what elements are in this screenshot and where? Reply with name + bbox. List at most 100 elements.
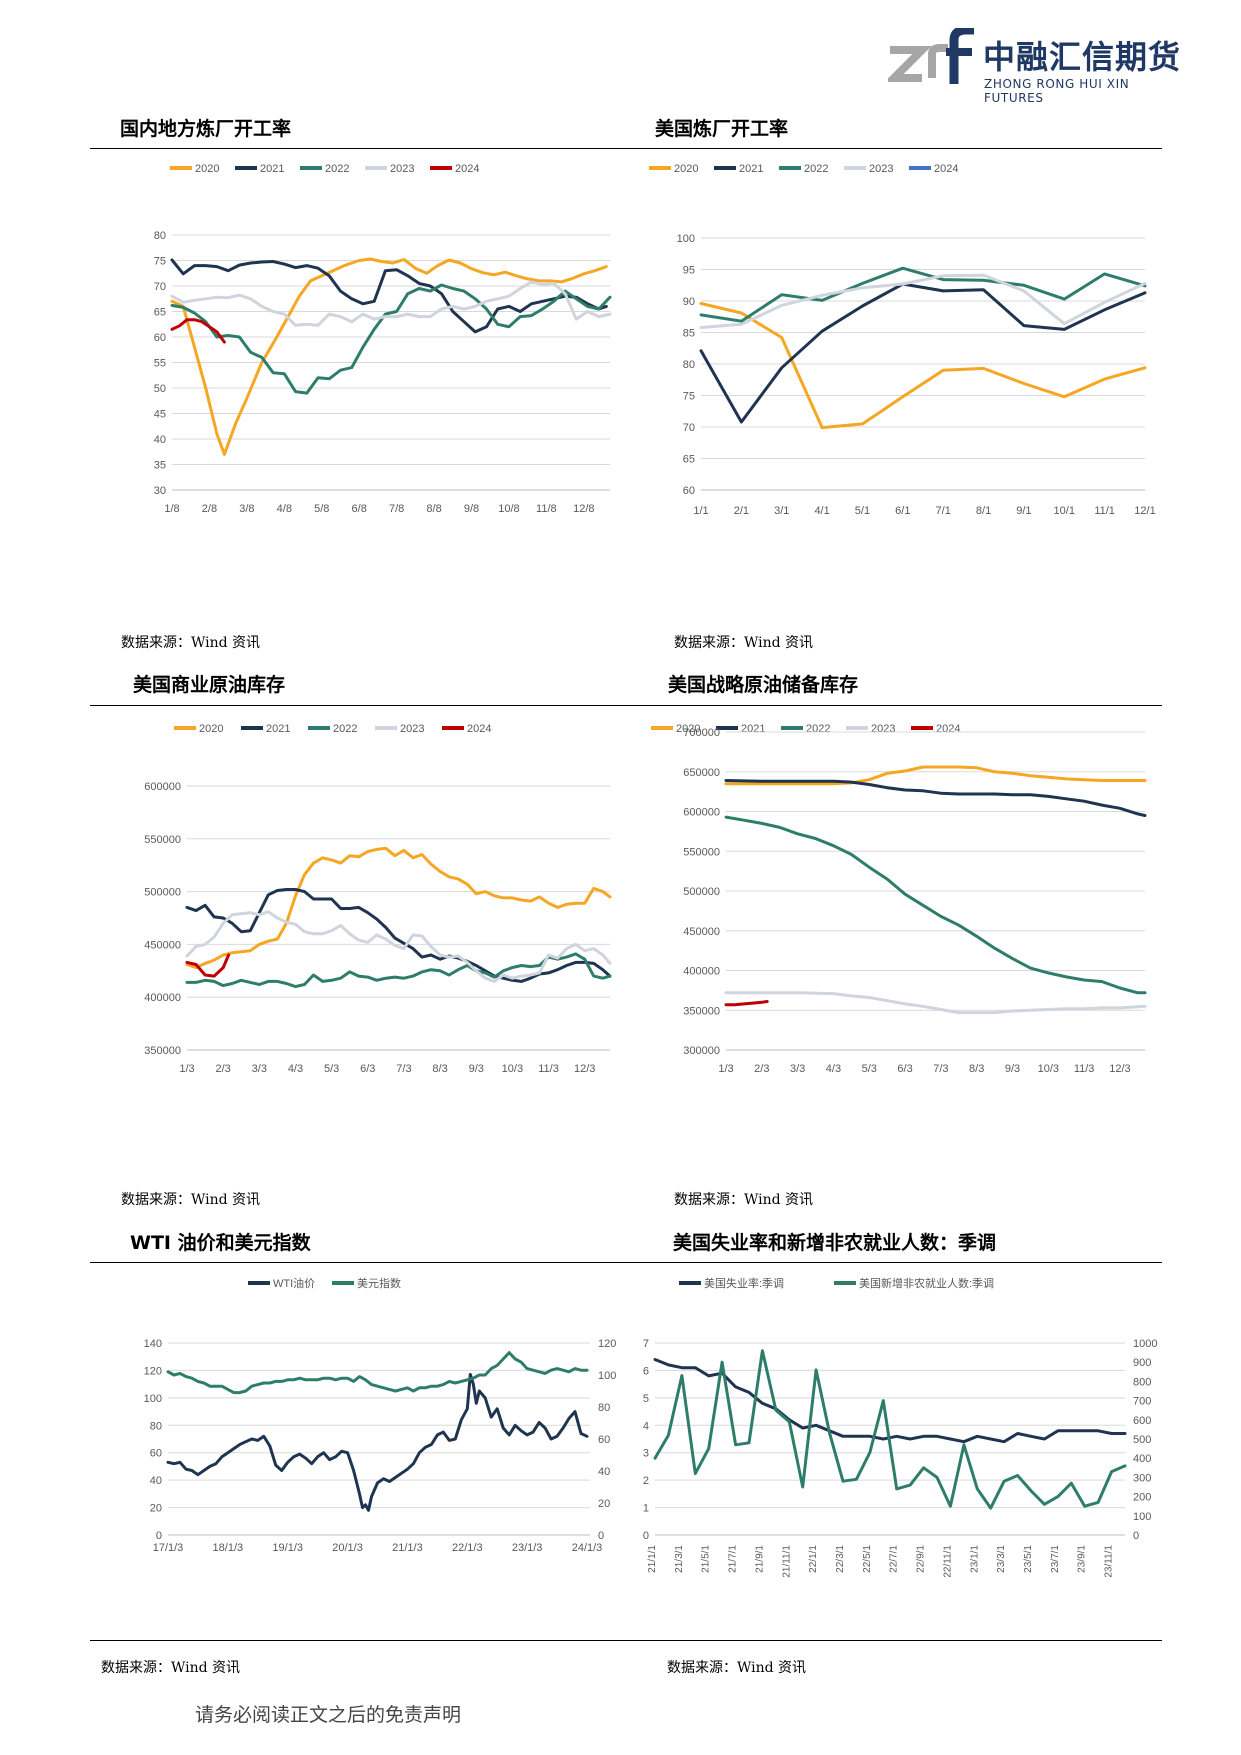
chart-unemployment-nfp: 美国失业率:季调 美国新增非农就业人数:季调 0 1 2 3 4 5 6 7 0 100 200 300 4…: [643, 1276, 1158, 1578]
y-tick-label: 100: [677, 233, 695, 245]
chart-title-unemployment-nfp: 美国失业率和新增非农就业人数：季调: [673, 1232, 997, 1254]
y-tick-label: 80: [150, 1420, 162, 1432]
y-right-tick-label: 800: [1133, 1376, 1151, 1388]
x-tick-label: 23/3/1: [996, 1545, 1007, 1573]
x-tick-label: 9/8: [464, 503, 479, 515]
x-tick-label: 5/1: [855, 505, 870, 517]
y-tick-label: 60: [683, 485, 695, 497]
legend-label-2024: 2024: [467, 723, 491, 735]
x-tick-label: 1/3: [179, 1063, 194, 1075]
chart-local-refinery-rate: 2020 2021 2022 2023 2024 30 35 40 45 50 55 60 65 70 75…: [154, 163, 612, 515]
y-tick-label: 550000: [683, 846, 720, 858]
y-right-tick-label: 1000: [1133, 1338, 1157, 1350]
y-tick-label: 70: [154, 281, 166, 293]
x-tick-label: 4/1: [814, 505, 829, 517]
y-tick-label: 500000: [144, 887, 181, 899]
series-line-2020: [724, 765, 1147, 786]
chart-us-commercial-crude: 2020 2021 2022 2023 2024 350000 400000 450000 50…: [144, 723, 612, 1075]
y-tick-label: 65: [154, 307, 166, 319]
y-right-tick-label: 600: [1133, 1415, 1151, 1427]
y-tick-label: 350000: [683, 1005, 720, 1017]
y-tick-label: 55: [154, 358, 166, 370]
x-tick-label: 5/3: [862, 1063, 877, 1075]
source-label-5: 数据来源：Wind 资讯: [101, 1660, 241, 1676]
series-line-2022: [185, 952, 612, 989]
series-line-2023: [170, 280, 612, 327]
x-tick-label: 23/1/3: [512, 1542, 543, 1554]
x-tick-label: 3/8: [239, 503, 254, 515]
source-label-4: 数据来源：Wind 资讯: [674, 1192, 814, 1208]
x-tick-label: 21/1/3: [392, 1542, 423, 1554]
x-tick-label: 22/5/1: [862, 1545, 873, 1573]
chart-us-refinery-rate: 2020 2021 2022 2023 2024 60 65 70 75 80 85 90 95 100 1…: [649, 163, 1156, 517]
y-tick-label: 120: [144, 1365, 162, 1377]
legend-label-2024: 2024: [934, 163, 958, 175]
legend-label-2022: 2022: [804, 163, 828, 175]
y-tick-label: 90: [683, 296, 695, 308]
x-tick-label: 4/8: [277, 503, 292, 515]
x-tick-label: 1/8: [164, 503, 179, 515]
x-tick-label: 23/5/1: [1023, 1545, 1034, 1573]
legend-label-2021: 2021: [260, 163, 284, 175]
y-right-tick-label: 80: [598, 1402, 610, 1414]
x-tick-label: 2/1: [734, 505, 749, 517]
x-tick-label: 23/7/1: [1050, 1545, 1061, 1573]
y-tick-label: 6: [643, 1365, 649, 1377]
x-tick-label: 11/3: [538, 1063, 559, 1075]
y-tick-label: 60: [150, 1448, 162, 1460]
y-tick-label: 65: [683, 454, 695, 466]
chart-title-local-refinery: 国内地方炼厂开工率: [120, 118, 292, 140]
x-tick-label: 7/3: [933, 1063, 948, 1075]
legend-label-2020: 2020: [199, 723, 223, 735]
legend-label-2020: 2020: [195, 163, 219, 175]
x-tick-label: 12/8: [573, 503, 594, 515]
y-tick-label: 350000: [144, 1045, 181, 1057]
x-tick-label: 3/1: [774, 505, 789, 517]
divider-bottom: [90, 1640, 1162, 1641]
x-tick-label: 17/1/3: [153, 1542, 184, 1554]
source-label-3: 数据来源：Wind 资讯: [121, 1192, 261, 1208]
legend-label-series: 美元指数: [357, 1276, 401, 1290]
x-tick-label: 8/8: [426, 503, 441, 515]
y-tick-label: 0: [156, 1530, 162, 1542]
x-tick-label: 1/1: [693, 505, 708, 517]
x-tick-label: 8/1: [976, 505, 991, 517]
znf-logo-mark: [888, 28, 974, 84]
y-tick-label: 7: [643, 1338, 649, 1350]
x-tick-label: 4/3: [288, 1063, 303, 1075]
y-right-tick-label: 40: [598, 1466, 610, 1478]
chart-title-us-refinery: 美国炼厂开工率: [655, 118, 789, 140]
y-right-tick-label: 0: [598, 1530, 604, 1542]
y-tick-label: 700000: [683, 727, 720, 739]
x-tick-label: 1/3: [718, 1063, 733, 1075]
y-tick-label: 85: [683, 328, 695, 340]
legend-label-2023: 2023: [869, 163, 893, 175]
x-tick-label: 23/11/1: [1104, 1545, 1115, 1578]
legend-label-2021: 2021: [741, 723, 765, 735]
x-tick-label: 21/7/1: [728, 1545, 739, 1573]
chart-title-us-commercial-crude: 美国商业原油库存: [133, 674, 286, 696]
x-tick-label: 21/9/1: [754, 1545, 765, 1573]
y-tick-label: 5: [643, 1393, 649, 1405]
y-tick-label: 0: [643, 1530, 649, 1542]
y-right-tick-label: 500: [1133, 1434, 1151, 1446]
y-tick-label: 2: [643, 1475, 649, 1487]
series-line-series: [653, 1349, 1127, 1510]
x-tick-label: 20/1/3: [332, 1542, 363, 1554]
x-tick-label: 6/3: [360, 1063, 375, 1075]
y-tick-label: 100: [144, 1393, 162, 1405]
divider-row3: [90, 1262, 1162, 1263]
x-tick-label: 23/1/1: [969, 1545, 980, 1573]
y-tick-label: 450000: [144, 939, 181, 951]
x-tick-label: 4/3: [826, 1063, 841, 1075]
x-tick-label: 9/3: [1005, 1063, 1020, 1075]
y-right-tick-label: 100: [598, 1370, 616, 1382]
x-tick-label: 21/11/1: [781, 1545, 792, 1578]
y-right-tick-label: 20: [598, 1498, 610, 1510]
x-tick-label: 12/1: [1134, 505, 1155, 517]
y-right-tick-label: 700: [1133, 1396, 1151, 1408]
x-tick-label: 7/1: [936, 505, 951, 517]
y-tick-label: 80: [683, 359, 695, 371]
x-tick-label: 11/3: [1074, 1063, 1095, 1075]
x-tick-label: 12/3: [1109, 1063, 1130, 1075]
